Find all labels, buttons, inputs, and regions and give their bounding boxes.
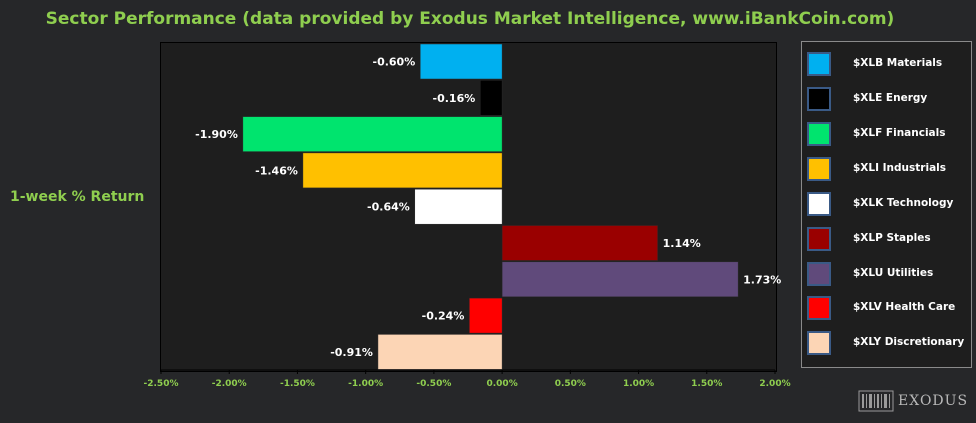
- bar-3: [242, 116, 503, 152]
- legend-label: $XLF Financials: [853, 127, 946, 139]
- legend-swatch: [807, 227, 831, 251]
- bar-1: [419, 43, 503, 80]
- x-tick-label: -0.50%: [416, 379, 451, 389]
- legend-label: $XLP Staples: [853, 232, 931, 244]
- bar-value-label: -0.16%: [433, 92, 476, 105]
- legend-label: $XLB Materials: [853, 57, 943, 69]
- legend-swatch: [807, 122, 831, 146]
- legend-swatch: [807, 296, 831, 320]
- bar-value-label: -0.24%: [422, 310, 465, 323]
- bar-value-label: -1.90%: [195, 128, 238, 141]
- bar-6: [501, 225, 658, 261]
- bar-2: [480, 80, 503, 116]
- logo-text: EXODUS: [898, 393, 969, 409]
- x-tick-label: -1.00%: [348, 379, 383, 389]
- bar-5: [414, 188, 503, 225]
- bar-value-label: -0.64%: [367, 201, 410, 214]
- bar-value-label: -0.91%: [330, 346, 373, 359]
- legend-swatch: [807, 192, 831, 216]
- bar-7: [501, 261, 739, 298]
- legend-label: $XLU Utilities: [853, 267, 934, 279]
- legend-swatch: [807, 87, 831, 111]
- x-tick-label: 1.50%: [691, 379, 722, 389]
- x-tick-label: 2.00%: [759, 379, 790, 389]
- bar-8: [469, 297, 503, 334]
- x-tick-label: -1.50%: [280, 379, 315, 389]
- x-tick-label: 0.00%: [486, 379, 517, 389]
- x-tick-label: 1.00%: [623, 379, 654, 389]
- legend-label: $XLK Technology: [853, 197, 954, 209]
- chart-title: Sector Performance (data provided by Exo…: [45, 9, 895, 29]
- x-tick-label: 0.50%: [555, 379, 586, 389]
- x-tick-label: -2.00%: [212, 379, 247, 389]
- legend-label: $XLV Health Care: [853, 301, 956, 313]
- bar-4: [302, 152, 503, 189]
- bar-value-label: 1.14%: [663, 237, 701, 250]
- legend-swatch: [807, 331, 831, 355]
- legend-swatch: [807, 262, 831, 286]
- legend-label: $XLY Discretionary: [853, 336, 965, 348]
- legend-label: $XLI Industrials: [853, 162, 947, 174]
- bar-value-label: -0.60%: [373, 56, 416, 69]
- legend: $XLB Materials $XLE Energy $XLF Financials…: [801, 41, 972, 368]
- legend-swatch: [807, 157, 831, 181]
- bar-value-label: 1.73%: [743, 273, 781, 286]
- legend-swatch: [807, 52, 831, 76]
- legend-label: $XLE Energy: [853, 92, 928, 104]
- x-tick-label: -2.50%: [144, 379, 179, 389]
- barcode-icon: [858, 390, 894, 412]
- bar-value-label: -1.46%: [255, 164, 298, 177]
- y-axis-label: 1-week % Return: [10, 189, 145, 205]
- bar-9: [377, 334, 503, 370]
